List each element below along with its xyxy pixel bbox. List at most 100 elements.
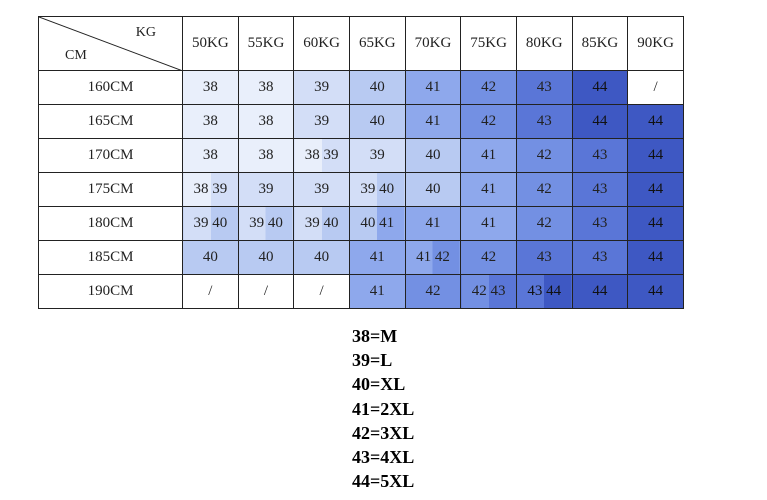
row: 190CM / //41 42 42 43 43 44 44 44 (38, 274, 684, 309)
size-cell: 43 44 (515, 274, 573, 309)
size-cell: 41 (404, 70, 462, 105)
size-cell: 38 (182, 104, 239, 139)
size-cell: 44 (627, 206, 684, 241)
size-cell: 44 (571, 274, 629, 309)
size-cell: 40 41 (348, 206, 406, 241)
column-header: 60KG (293, 16, 350, 71)
size-cell: 42 43 (460, 274, 517, 309)
diagonal (39, 17, 183, 71)
size-cell: 41 (404, 104, 462, 139)
table-body: KG CM 50KG 55KG 60KG 65KG 70KG 75KG 80KG 85KG 90KG… (38, 16, 684, 309)
size-cell: 38 (237, 138, 295, 173)
size-cell: 40 (293, 240, 350, 275)
size-cell: / (293, 274, 350, 309)
row: 180CM 39 40 39 40 39 40 40 41 41 41 42 43 44 (38, 206, 684, 241)
size-cell: 41 42 (404, 240, 462, 275)
size-cell: 42 (460, 70, 517, 105)
size-cell: 43 (571, 138, 629, 173)
size-cell: 39 (293, 70, 350, 105)
row-header: 180CM (38, 206, 183, 241)
legend-entry: 40=XL (352, 374, 406, 395)
legend-entry: 42=3XL (352, 422, 415, 443)
corner-cell: KG CM (38, 16, 183, 71)
size-cell: 44 (627, 104, 684, 139)
size-cell: 40 (237, 240, 295, 275)
size-cell: 39 40 (182, 206, 239, 241)
size-cell: 44 (571, 70, 629, 105)
size-cell: 42 (515, 172, 573, 207)
size-cell: 39 40 (293, 206, 350, 241)
size-cell: 44 (627, 138, 684, 173)
size-cell: 38 (237, 104, 295, 139)
row: 170CM 38 38 38 39 39 40 41 42 43 44 (38, 138, 684, 173)
size-cell: 42 (515, 206, 573, 241)
row-header: 175CM (38, 172, 183, 207)
header-row: KG CM 50KG 55KG 60KG 65KG 70KG 75KG 80KG 85KG 90KG (38, 16, 684, 71)
size-cell: 43 (515, 240, 573, 275)
row-header: 160CM (38, 70, 183, 105)
size-cell: 44 (627, 274, 684, 309)
column-header: 55KG (237, 16, 295, 71)
size-cell: / (237, 274, 295, 309)
column-header: 65KG (348, 16, 406, 71)
row: 165CM 38 38 39 40 41 42 43 44 44 (38, 104, 684, 139)
size-cell: 39 (293, 104, 350, 139)
row-header: 185CM (38, 240, 183, 275)
size-cell: 41 (460, 172, 517, 207)
size-cell: 40 (404, 138, 462, 173)
size-cell: 39 40 (348, 172, 406, 207)
size-table: KG CM 50KG 55KG 60KG 65KG 70KG 75KG 80KG 85KG 90KG… (38, 16, 684, 309)
size-cell: 44 (627, 240, 684, 275)
size-cell: 43 (571, 172, 629, 207)
size-cell: 41 (460, 206, 517, 241)
legend-entry: 38=M (352, 326, 398, 346)
legend: 38=M 39=L 40=XL 41=2XL 42=3XL 43=4XL 44=5XL (352, 324, 414, 493)
row-header: 190CM (38, 274, 183, 309)
size-cell: 43 (571, 206, 629, 241)
size-cell: 39 (293, 172, 350, 207)
size-cell: 39 (237, 172, 295, 207)
size-cell: / (627, 70, 684, 105)
legend-entry: 41=2XL (352, 398, 415, 419)
row-header: 165CM (38, 104, 183, 139)
corner-top: KG (135, 25, 156, 40)
legend-entry: 43=4XL (352, 447, 415, 468)
size-cell: 42 (515, 138, 573, 173)
size-cell: 41 (348, 274, 406, 309)
size-cell: 40 (348, 104, 406, 139)
column-header: 70KG (404, 16, 462, 71)
size-cell: 38 (237, 70, 295, 105)
legend-entry: 39=L (352, 350, 393, 371)
size-cell: 43 (571, 240, 629, 275)
row-header: 170CM (38, 138, 183, 173)
row: 185CM 40 40 40 41 41 42 42 43 43 44 (38, 240, 684, 275)
column-header: 80KG (515, 16, 573, 71)
size-cell: 43 (515, 104, 573, 139)
size-cell: 41 (404, 206, 462, 241)
size-cell: 41 (348, 240, 406, 275)
size-cell: 44 (571, 104, 629, 139)
row: 160CM 38 38 39 40 41 42 43 44/ (38, 70, 684, 105)
corner-bottom: CM (65, 48, 87, 63)
legend-entry: 44=5XL (352, 471, 415, 492)
size-cell: 44 (627, 172, 684, 207)
size-cell: 41 (460, 138, 517, 173)
column-header: 50KG (182, 16, 239, 71)
column-header: 85KG (571, 16, 629, 71)
size-cell: 40 (348, 70, 406, 105)
size-cell: / (182, 274, 239, 309)
size-cell: 38 (182, 70, 239, 105)
size-cell: 42 (460, 240, 517, 275)
size-cell: 43 (515, 70, 573, 105)
size-cell: 42 (404, 274, 462, 309)
size-cell: 39 40 (237, 206, 295, 241)
size-cell: 38 39 (182, 172, 239, 207)
size-cell: 40 (182, 240, 239, 275)
size-cell: 38 39 (293, 138, 350, 173)
size-cell: 39 (348, 138, 406, 173)
column-header: 90KG (627, 16, 684, 71)
size-cell: 40 (404, 172, 462, 207)
row: 175CM 38 39 39 39 39 40 40 41 42 43 44 (38, 172, 684, 207)
size-cell: 38 (182, 138, 239, 173)
